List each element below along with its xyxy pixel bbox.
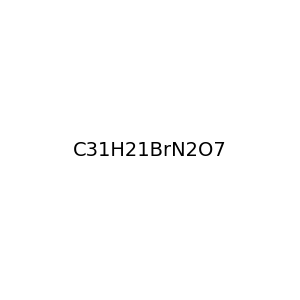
Text: C31H21BrN2O7: C31H21BrN2O7 (73, 140, 227, 160)
